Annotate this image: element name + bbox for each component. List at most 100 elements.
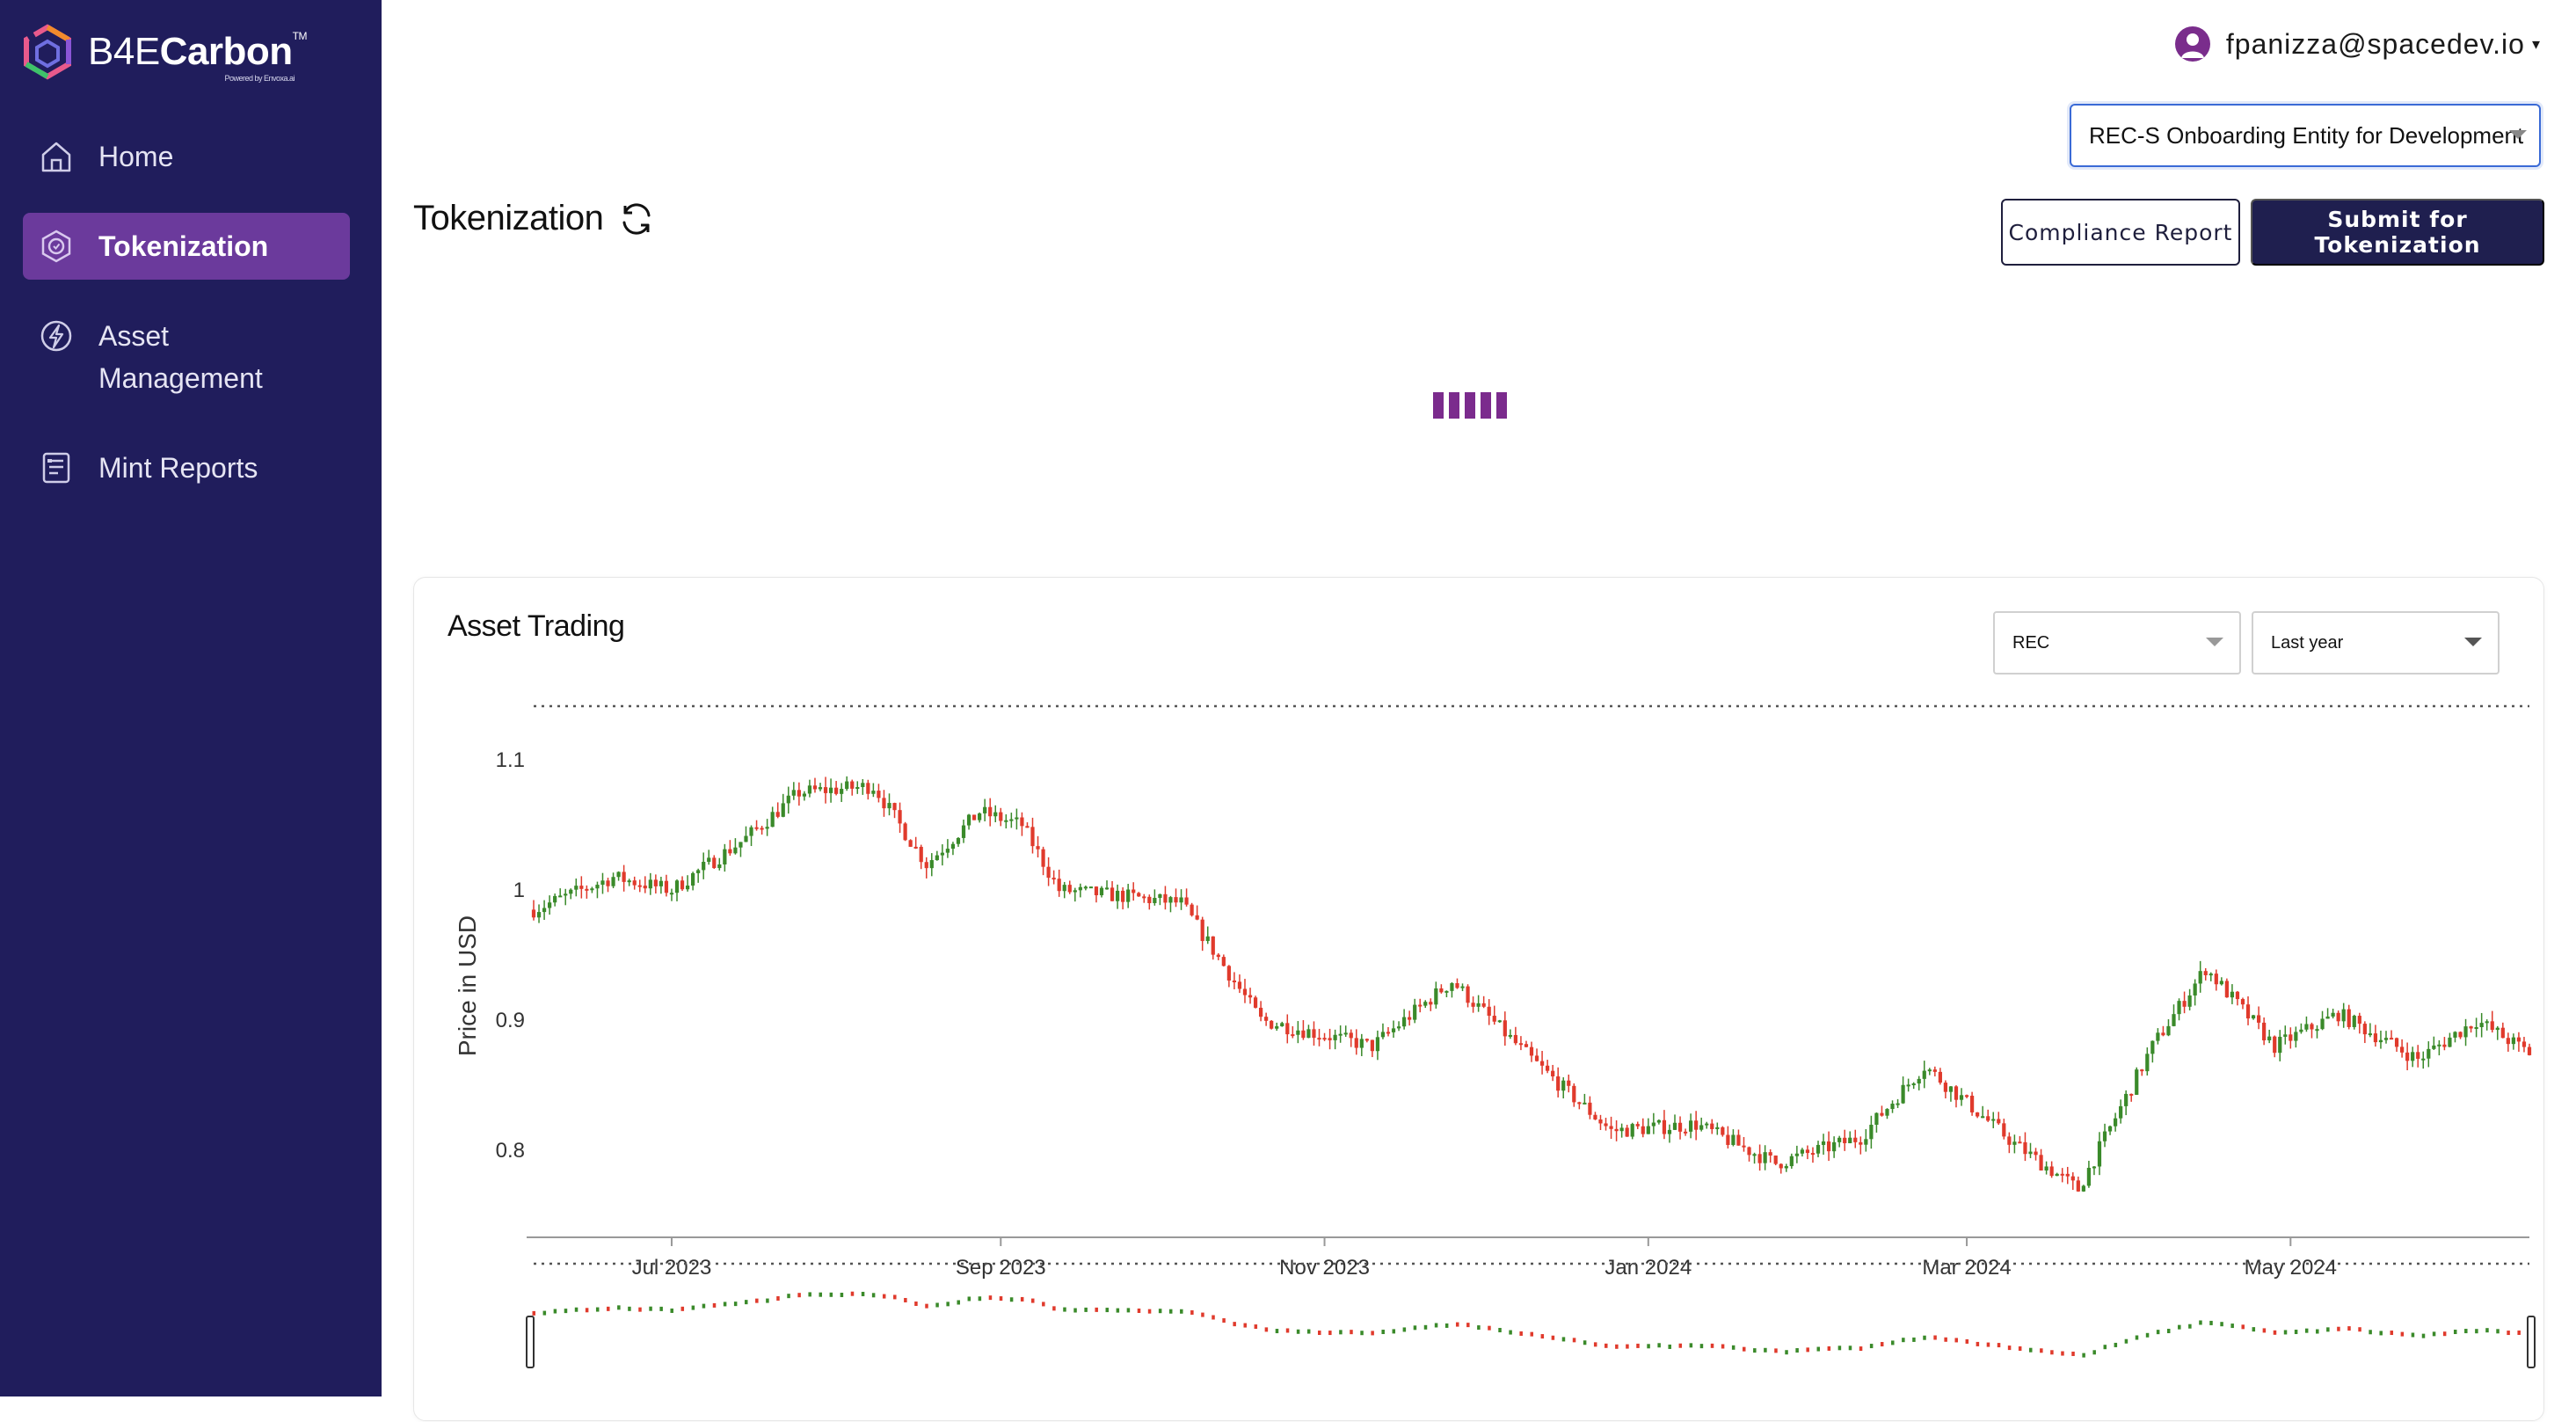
range-candle [2390, 1331, 2394, 1336]
candle-body [877, 791, 881, 799]
candle-body [2150, 1040, 2155, 1054]
candle-body [1572, 1085, 1576, 1103]
range-candle [744, 1300, 748, 1305]
range-candle [2442, 1331, 2447, 1337]
candle-body [1237, 981, 1242, 989]
range-candle [1965, 1338, 1969, 1344]
candle-body [1099, 887, 1104, 896]
candle-body [1922, 1070, 1926, 1079]
range-candle [1509, 1330, 1512, 1335]
candle-body [935, 855, 939, 861]
candle-body [1593, 1114, 1597, 1119]
candle-body [2076, 1180, 2080, 1192]
candle-body [1551, 1070, 1555, 1076]
range-candle [1986, 1342, 1990, 1347]
candle-body [1689, 1120, 1693, 1132]
candle-body [2235, 991, 2240, 1000]
candle-body [622, 871, 626, 882]
candle-body [579, 886, 584, 889]
range-candle [755, 1298, 759, 1303]
candle-body [1242, 988, 1248, 995]
range-candle [1201, 1312, 1204, 1317]
brand-logo[interactable]: B4ECarbonTM Powered by Envoxa.ai [21, 21, 308, 83]
range-candle [1997, 1343, 2001, 1348]
candle-body [956, 837, 961, 844]
range-candle [988, 1295, 993, 1301]
candle-body [1471, 1003, 1475, 1007]
range-candle [2114, 1342, 2118, 1347]
range-candle [978, 1296, 982, 1302]
candle-body [1497, 1020, 1502, 1023]
range-candle [935, 1302, 939, 1308]
candle-body [2135, 1069, 2139, 1095]
candle-body [1969, 1095, 1975, 1112]
candle-body [1837, 1137, 1842, 1142]
range-candle [2379, 1331, 2383, 1336]
candle-body [1349, 1032, 1353, 1039]
candle-body [971, 814, 977, 820]
candle-body [1401, 1017, 1407, 1027]
period-select[interactable]: Last year [2252, 611, 2500, 675]
candle-body [1030, 827, 1035, 847]
candle-body [845, 781, 849, 790]
candle-body [1338, 1033, 1343, 1036]
candle-body [2113, 1118, 2118, 1127]
candle-body [802, 793, 807, 797]
entity-select[interactable]: REC-S Onboarding Entity for Development [2070, 104, 2541, 167]
asset-trading-chart[interactable]: 0.8 0.9 1 1.1 Price in USD Jul 2023 Sep 2023 No… [414, 578, 2545, 1422]
user-menu[interactable]: fpanizza@spacedev.io ▾ [2174, 26, 2541, 62]
candle-body [1667, 1129, 1672, 1134]
candle-body [2373, 1033, 2378, 1043]
range-candle [1572, 1338, 1576, 1343]
candle-body [2256, 1015, 2261, 1023]
range-candle [1859, 1346, 1863, 1352]
candle-body [1699, 1125, 1704, 1130]
candle-body [1694, 1120, 1699, 1130]
candle-body [1270, 1020, 1274, 1029]
sidebar-item-mint-reports[interactable]: Mint Reports [23, 434, 350, 501]
range-candle [1626, 1344, 1629, 1349]
candle-body [1880, 1112, 1884, 1116]
candle-body [2002, 1123, 2006, 1137]
sidebar-item-tokenization[interactable]: Tokenization [23, 213, 350, 280]
range-candle [1084, 1307, 1088, 1312]
candle-body [993, 812, 998, 817]
sidebar-item-home[interactable]: Home [23, 123, 350, 190]
range-candle [957, 1300, 960, 1305]
candle-body [2081, 1185, 2085, 1192]
range-candle [2464, 1329, 2468, 1334]
candle-body [1132, 889, 1136, 893]
candle-body [892, 803, 897, 811]
candle-body [2389, 1038, 2394, 1040]
candle-body [1513, 1034, 1517, 1044]
range-candle [1339, 1330, 1343, 1335]
range-candle [1551, 1335, 1555, 1340]
candle-body [1859, 1141, 1863, 1145]
range-candle [723, 1302, 727, 1307]
candle-body [919, 846, 923, 863]
compliance-report-button[interactable]: Compliance Report [2001, 199, 2240, 266]
candle-body [2485, 1021, 2489, 1024]
range-candle [1731, 1345, 1736, 1350]
candle-body [1476, 1003, 1481, 1007]
range-candle [871, 1293, 876, 1298]
submit-tokenization-button[interactable]: Submit for Tokenization [2251, 199, 2544, 266]
range-candle [1710, 1343, 1714, 1348]
asset-select[interactable]: REC [1993, 611, 2241, 675]
candle-body [1137, 893, 1141, 897]
candle-body [531, 909, 536, 918]
range-candle [1540, 1334, 1545, 1339]
candle-body [1986, 1116, 1990, 1121]
candle-body [611, 877, 615, 886]
loader-bar [1465, 392, 1475, 419]
candle-body [2399, 1046, 2405, 1053]
candle-body [1258, 1007, 1263, 1017]
candle-body [855, 786, 860, 789]
candle-body [1455, 983, 1459, 988]
candle-body [1110, 887, 1115, 901]
refresh-icon[interactable] [617, 200, 656, 238]
sidebar: B4ECarbonTM Powered by Envoxa.ai Home To… [0, 0, 382, 1396]
sidebar-item-asset-management[interactable]: Asset Management [23, 303, 350, 412]
candle-body [2070, 1176, 2075, 1181]
candle-body [2060, 1173, 2064, 1176]
